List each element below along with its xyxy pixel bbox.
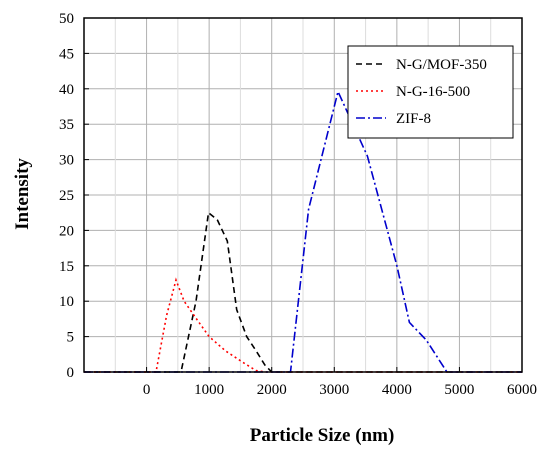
x-tick-label: 6000 bbox=[507, 382, 537, 398]
x-tick-label: 2000 bbox=[257, 382, 287, 398]
y-tick-label: 15 bbox=[59, 259, 74, 275]
legend-label: N-G-16-500 bbox=[396, 84, 470, 100]
y-tick-label: 35 bbox=[59, 117, 74, 133]
x-tick-label: 4000 bbox=[382, 382, 412, 398]
legend: N-G/MOF-350 N-G-16-500 ZIF-8 bbox=[347, 45, 514, 139]
axis-ticks: 0 1000 2000 3000 4000 5000 6000 0 5 10 15 20 25 30 35 4… bbox=[59, 11, 537, 398]
series-line-2 bbox=[84, 277, 522, 373]
y-tick-label: 25 bbox=[59, 188, 74, 204]
y-tick-label: 10 bbox=[59, 294, 74, 310]
series-line-3 bbox=[84, 89, 522, 373]
legend-label: ZIF-8 bbox=[396, 111, 431, 127]
y-axis-title: Intensity bbox=[12, 158, 33, 230]
x-tick-label: 5000 bbox=[444, 382, 474, 398]
y-tick-label: 5 bbox=[67, 330, 75, 346]
y-tick-label: 0 bbox=[67, 365, 75, 381]
legend-box bbox=[347, 45, 514, 139]
series-layer bbox=[84, 89, 522, 373]
y-tick-label: 50 bbox=[59, 11, 74, 27]
x-axis-title: Particle Size (nm) bbox=[250, 425, 395, 446]
x-tick-label: 3000 bbox=[319, 382, 349, 398]
y-tick-label: 45 bbox=[59, 46, 74, 62]
x-tick-label: 0 bbox=[143, 382, 151, 398]
legend-label: N-G/MOF-350 bbox=[396, 57, 487, 73]
y-tick-label: 30 bbox=[59, 153, 74, 169]
y-tick-label: 40 bbox=[59, 82, 74, 98]
x-tick-label: 1000 bbox=[194, 382, 224, 398]
y-tick-label: 20 bbox=[59, 223, 74, 239]
